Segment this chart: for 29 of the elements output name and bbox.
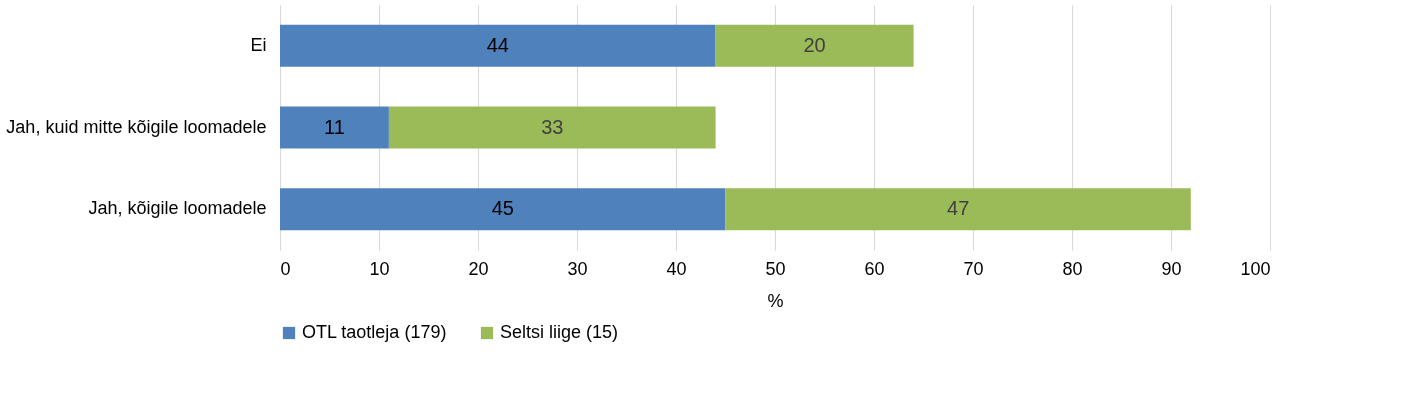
x-tick-label: 70 (963, 258, 984, 279)
y-tick-label: Ei (250, 34, 267, 55)
x-tick-label: 50 (765, 258, 786, 279)
x-tick-label: 90 (1161, 258, 1182, 279)
x-tick-label: 40 (666, 258, 687, 279)
data-label: 45 (491, 197, 514, 220)
x-tick-label: 10 (369, 258, 390, 279)
x-tick-label: 30 (567, 258, 588, 279)
bar (725, 188, 1191, 231)
bar (388, 106, 716, 149)
x-tick-label: 20 (468, 258, 489, 279)
y-tick-label: Jah, kuid mitte kõigile loomadele (6, 116, 267, 137)
legend-label: OTL taotleja (179) (302, 322, 447, 342)
data-label: 44 (486, 33, 509, 56)
x-tick-label: 0 (280, 258, 291, 279)
bar (280, 188, 726, 231)
bar (715, 24, 914, 67)
x-tick-label: 100 (1240, 258, 1271, 279)
x-tick-label: 60 (864, 258, 885, 279)
data-label: 20 (803, 33, 826, 56)
legend-label: Seltsi liige (15) (500, 322, 619, 342)
data-label: 47 (947, 197, 970, 220)
data-label: 11 (324, 115, 345, 138)
data-label: 33 (541, 115, 564, 138)
x-tick-label: 80 (1062, 258, 1083, 279)
x-axis-title: % (767, 290, 784, 311)
y-tick-label: Jah, kõigile loomadele (88, 198, 267, 219)
bar (280, 106, 389, 149)
bar (280, 24, 716, 67)
